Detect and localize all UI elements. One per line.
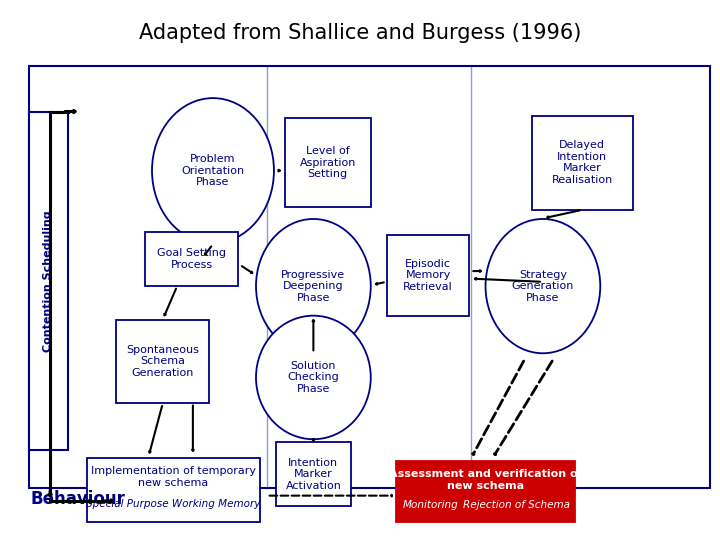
Ellipse shape	[485, 219, 600, 353]
Text: Adapted from Shallice and Burgess (1996): Adapted from Shallice and Burgess (1996)	[139, 23, 581, 43]
Text: Assessment and verification of
new schema: Assessment and verification of new schem…	[389, 469, 582, 490]
Text: Progressive
Deepening
Phase: Progressive Deepening Phase	[282, 269, 346, 303]
Ellipse shape	[256, 316, 371, 439]
FancyBboxPatch shape	[396, 461, 575, 523]
FancyBboxPatch shape	[145, 232, 238, 286]
Text: Problem
Orientation
Phase: Problem Orientation Phase	[181, 154, 245, 187]
Text: Goal Setting
Process: Goal Setting Process	[157, 248, 226, 270]
Text: Rejection of Schema: Rejection of Schema	[463, 500, 570, 510]
FancyBboxPatch shape	[276, 442, 351, 507]
Text: Strategy
Generation
Phase: Strategy Generation Phase	[512, 269, 574, 303]
FancyBboxPatch shape	[284, 118, 371, 207]
Text: Solution
Checking
Phase: Solution Checking Phase	[287, 361, 339, 394]
Text: Contention Scheduling: Contention Scheduling	[43, 210, 53, 352]
Text: Intention
Marker
Activation: Intention Marker Activation	[285, 457, 341, 491]
Text: Level of
Aspiration
Setting: Level of Aspiration Setting	[300, 146, 356, 179]
FancyBboxPatch shape	[116, 320, 210, 403]
Text: Behaviour: Behaviour	[30, 490, 125, 508]
Text: Delayed
Intention
Marker
Realisation: Delayed Intention Marker Realisation	[552, 140, 613, 185]
Text: Episodic
Memory
Retrieval: Episodic Memory Retrieval	[403, 259, 453, 292]
Text: Spontaneous
Schema
Generation: Spontaneous Schema Generation	[126, 345, 199, 378]
FancyBboxPatch shape	[532, 116, 633, 210]
Text: Implementation of temporary
new schema: Implementation of temporary new schema	[91, 466, 256, 488]
FancyBboxPatch shape	[387, 235, 469, 316]
FancyBboxPatch shape	[29, 112, 68, 450]
FancyBboxPatch shape	[87, 458, 260, 523]
Text: Monitoring: Monitoring	[402, 500, 458, 510]
Text: Special Purpose Working Memory: Special Purpose Working Memory	[86, 499, 261, 509]
Ellipse shape	[152, 98, 274, 243]
Ellipse shape	[256, 219, 371, 353]
